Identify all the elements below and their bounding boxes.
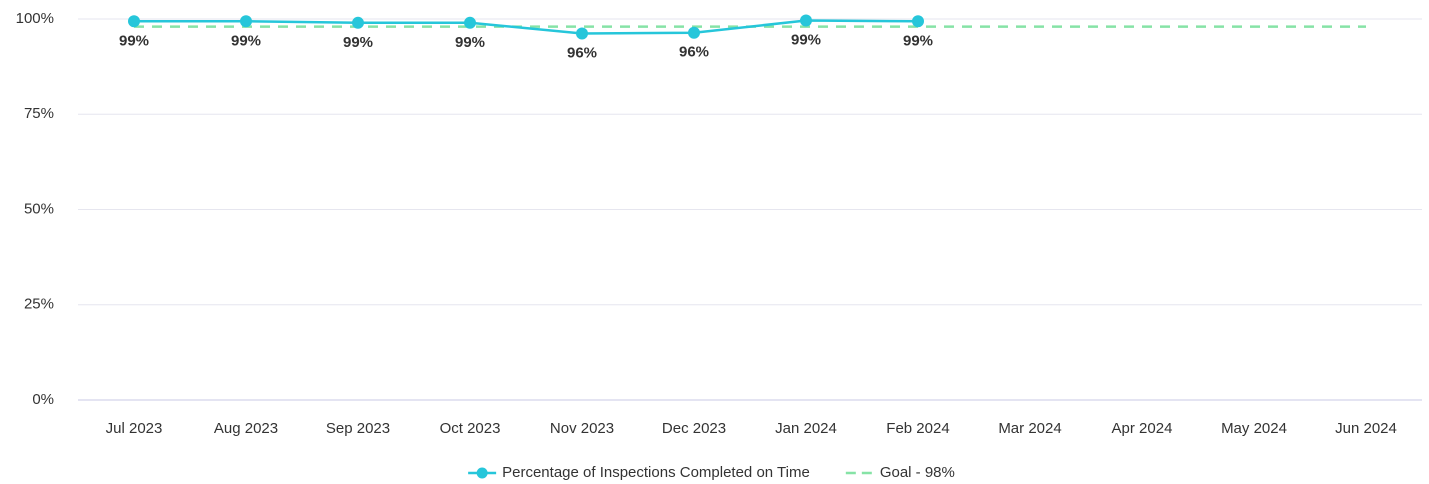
data-label: 96% (679, 44, 709, 61)
data-label: 96% (567, 44, 597, 61)
legend-item: Percentage of Inspections Completed on T… (468, 464, 810, 481)
x-tick-label: Jun 2024 (1335, 420, 1397, 437)
data-label: 99% (455, 34, 485, 51)
x-tick-label: Oct 2023 (440, 420, 501, 437)
data-label: 99% (791, 31, 821, 48)
y-tick-label: 25% (24, 296, 54, 313)
data-label: 99% (231, 32, 261, 49)
legend-label: Goal - 98% (880, 464, 955, 481)
series-line (134, 19, 919, 35)
data-label: 99% (903, 32, 933, 49)
x-tick-label: Aug 2023 (214, 420, 278, 437)
y-tick-label: 100% (16, 10, 54, 27)
data-point (352, 16, 364, 29)
x-tick-label: Nov 2023 (550, 420, 614, 437)
legend-item: Goal - 98% (845, 464, 955, 481)
x-tick-label: Feb 2024 (886, 420, 949, 437)
data-point (240, 15, 252, 28)
x-tick-label: Sep 2023 (326, 420, 390, 437)
x-tick-label: Jul 2023 (106, 420, 163, 437)
data-point (128, 15, 140, 28)
legend-marker (476, 467, 488, 479)
x-tick-label: Jan 2024 (775, 420, 837, 437)
x-tick-label: Dec 2023 (662, 420, 726, 437)
x-tick-label: Apr 2024 (1112, 420, 1173, 437)
x-tick-label: May 2024 (1221, 420, 1287, 437)
data-point (688, 26, 700, 39)
data-point (912, 15, 924, 28)
data-point (576, 27, 588, 40)
data-label: 99% (119, 32, 149, 49)
y-tick-label: 0% (32, 391, 54, 408)
y-tick-label: 75% (24, 105, 54, 122)
data-label: 99% (343, 34, 373, 51)
data-point (464, 16, 476, 29)
y-tick-label: 50% (24, 200, 54, 217)
x-tick-label: Mar 2024 (998, 420, 1061, 437)
legend: Percentage of Inspections Completed on T… (468, 464, 955, 481)
legend-label: Percentage of Inspections Completed on T… (502, 464, 810, 481)
data-point (800, 14, 812, 27)
